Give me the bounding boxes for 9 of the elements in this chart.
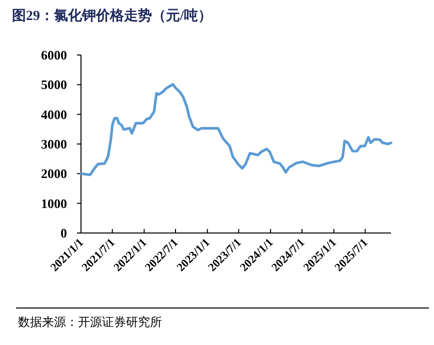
y-tick-label: 4000 — [41, 106, 67, 122]
y-tick-label: 1000 — [41, 196, 67, 211]
y-tick-label: 3000 — [41, 136, 67, 152]
y-tick-label: 2000 — [41, 166, 67, 182]
y-tick-label: 6000 — [41, 48, 67, 62]
y-tick-label: 0 — [60, 226, 67, 240]
annotation: 数据来源：开源证券研究所 — [18, 315, 162, 329]
y-tick-label: 5000 — [41, 77, 67, 92]
title: 图29：氯化钾价格走势（元/吨） — [12, 9, 212, 24]
